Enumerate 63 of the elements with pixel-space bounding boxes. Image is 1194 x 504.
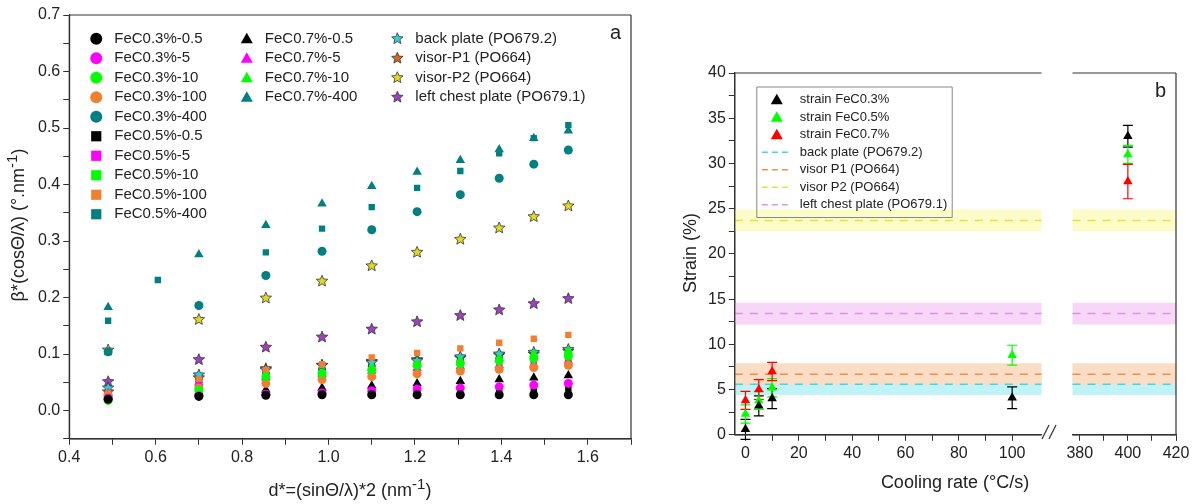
x-tick-label: 1.4 bbox=[490, 447, 513, 465]
legend-label: FeC0.3%-5 bbox=[114, 48, 191, 66]
y-tick-label: 25 bbox=[708, 199, 726, 217]
y-tick-label: 0.7 bbox=[37, 5, 61, 23]
legend-label: FeC0.5%-10 bbox=[114, 165, 199, 183]
legend-label: strain FeC0.7% bbox=[799, 126, 890, 142]
x-axis-title: Cooling rate (°C/s) bbox=[880, 471, 1030, 493]
legend-label: strain FeC0.3% bbox=[799, 91, 890, 107]
x-tick-label: 400 bbox=[1114, 443, 1142, 461]
y-tick-label: 10 bbox=[708, 334, 726, 352]
y-tick-label: 5 bbox=[716, 379, 726, 397]
y-tick-label: 35 bbox=[708, 108, 726, 126]
y-tick-label: 0.5 bbox=[37, 118, 61, 136]
legend-label: FeC0.7%-400 bbox=[264, 87, 358, 105]
legend-label: FeC0.5%-0.5 bbox=[114, 126, 203, 144]
legend-label: left chest plate (PO679.1) bbox=[799, 196, 948, 212]
x-tick-label: 380 bbox=[1066, 443, 1094, 461]
x-tick-label: 80 bbox=[949, 443, 968, 461]
legend-label: visor-P2 (PO664) bbox=[415, 67, 532, 85]
y-tick-label: 0.1 bbox=[37, 344, 61, 362]
legend-label: FeC0.3%-400 bbox=[114, 106, 207, 124]
y-tick-label: 0.6 bbox=[37, 61, 61, 79]
y-tick-label: 0 bbox=[716, 425, 726, 443]
legend-label: FeC0.7%-10 bbox=[264, 67, 350, 85]
y-tick-label: 0.0 bbox=[37, 400, 61, 418]
x-tick-label: 20 bbox=[789, 443, 808, 461]
x-tick-label: 0.8 bbox=[230, 447, 254, 465]
x-tick-label: 100 bbox=[998, 443, 1026, 461]
y-tick-label: 0.3 bbox=[37, 231, 61, 249]
y-axis-title: Strain (%) bbox=[679, 212, 701, 294]
legend-label: FeC0.7%-5 bbox=[264, 48, 341, 66]
legend-label: back plate (PO679.2) bbox=[799, 143, 923, 159]
annotation: b bbox=[1154, 78, 1166, 101]
legend-label: FeC0.3%-0.5 bbox=[114, 28, 203, 46]
x-tick-label: 40 bbox=[843, 443, 862, 461]
y-tick-label: 0.2 bbox=[37, 287, 61, 305]
x-tick-label: 60 bbox=[896, 443, 915, 461]
x-tick-label: 0 bbox=[741, 443, 751, 461]
legend-label: FeC0.3%-100 bbox=[114, 87, 207, 105]
annotation: a bbox=[609, 20, 622, 43]
legend-label: FeC0.3%-10 bbox=[114, 67, 199, 85]
legend-label: back plate (PO679.2) bbox=[415, 28, 558, 46]
legend-label: visor-P1 (PO664) bbox=[415, 48, 532, 66]
legend-label: FeC0.5%-400 bbox=[114, 204, 207, 222]
y-tick-label: 0.4 bbox=[37, 174, 61, 192]
legend-label: strain FeC0.5% bbox=[799, 108, 890, 124]
legend-label: visor P1 (PO664) bbox=[799, 161, 900, 177]
y-tick-label: 40 bbox=[708, 63, 726, 81]
x-tick-label: 1.0 bbox=[317, 447, 340, 465]
x-tick-label: 0.6 bbox=[144, 447, 167, 465]
y-tick-label: 30 bbox=[708, 153, 726, 171]
y-tick-label: 20 bbox=[708, 244, 726, 262]
y-tick-label: 15 bbox=[708, 289, 726, 307]
x-tick-label: 420 bbox=[1162, 443, 1190, 461]
legend-label: FeC0.7%-0.5 bbox=[264, 28, 354, 46]
legend-label: FeC0.5%-5 bbox=[114, 145, 191, 163]
x-tick-label: 1.2 bbox=[403, 447, 427, 465]
legend-label: visor P2 (PO664) bbox=[799, 178, 900, 194]
legend-label: FeC0.5%-100 bbox=[114, 184, 207, 202]
legend-label: left chest plate (PO679.1) bbox=[415, 87, 586, 105]
x-axis-title: d*=(sinΘ/λ)*2 (nm$^{-1}$) bbox=[268, 475, 432, 501]
x-tick-label: 1.6 bbox=[576, 447, 600, 465]
x-tick-label: 0.4 bbox=[58, 447, 81, 465]
